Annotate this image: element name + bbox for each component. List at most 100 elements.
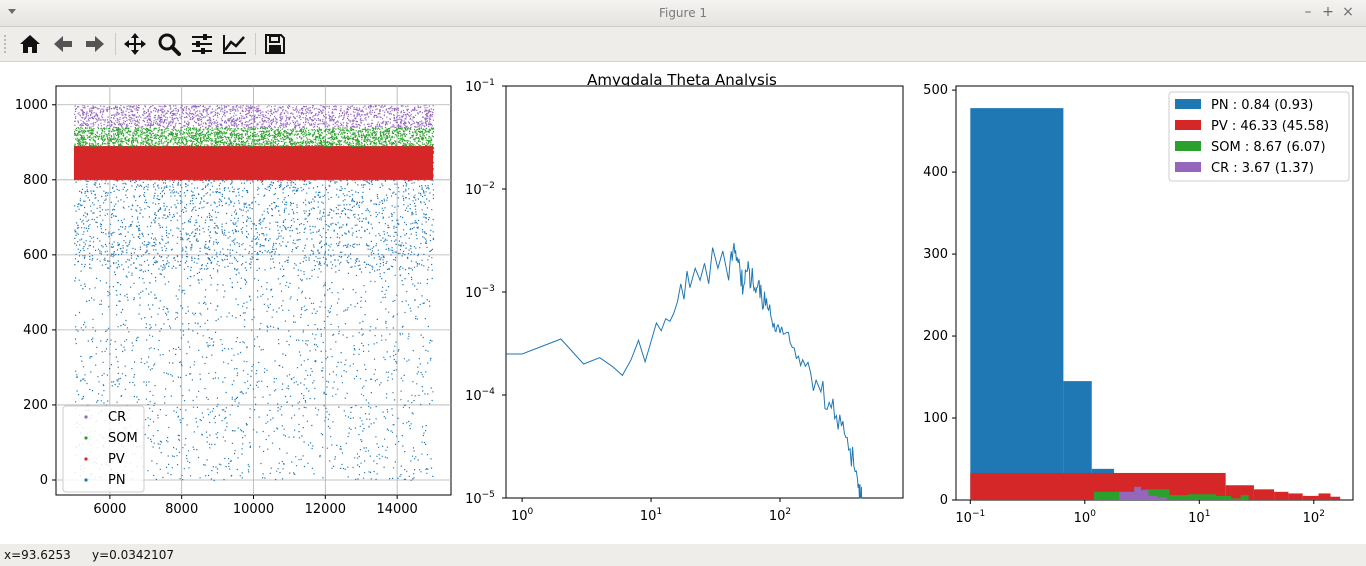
histogram-ticks: 10−1 100 101 102 0 100 200 300 400 500 <box>923 83 1325 526</box>
psd-y-tick-label: 10−1 <box>465 78 495 95</box>
status-bar: x=93.6253 y=0.0342107 <box>0 544 1366 566</box>
histogram-bar-cr <box>1119 491 1135 500</box>
raster-series-pv <box>73 146 435 181</box>
cursor-y-readout: y=0.0342107 <box>92 548 175 562</box>
figure-canvas[interactable]: Amygdala Theta Analysis 6000 8000 10000 120… <box>0 62 1366 544</box>
histogram-x-tick-label: 101 <box>1188 509 1210 526</box>
histogram-y-tick-label: 0 <box>940 493 948 508</box>
cursor-x-readout: x=93.6253 <box>4 548 71 562</box>
maximize-button[interactable]: + <box>1322 4 1334 20</box>
histogram-axes[interactable]: 10−1 100 101 102 0 100 200 300 400 500 PN : 0.84 … <box>923 83 1354 526</box>
psd-x-tick-label: 101 <box>640 507 662 524</box>
histogram-bar-pv <box>1253 489 1275 500</box>
zoom-button[interactable] <box>155 31 183 57</box>
psd-x-tick-label: 100 <box>511 507 534 524</box>
legend-marker-pv <box>84 457 88 461</box>
pan-button[interactable] <box>121 31 149 57</box>
window-title: Figure 1 <box>658 6 708 20</box>
title-bar: Figure 1 – + × <box>0 0 1366 27</box>
histogram-y-tick-label: 200 <box>923 329 948 344</box>
psd-y-tick-label: 10−4 <box>465 387 495 404</box>
histogram-bar-pv <box>1274 491 1289 500</box>
raster-ticks: 6000 8000 10000 12000 14000 0 200 400 600 800 1000 <box>15 98 418 517</box>
raster-legend-box <box>62 405 145 493</box>
histogram-bar-pv <box>1302 495 1319 500</box>
histogram-bar-pv <box>1318 493 1331 500</box>
raster-y-tick-label: 1000 <box>15 98 48 113</box>
histogram-bar-pv <box>1288 493 1303 500</box>
legend-label-pn: PN <box>108 473 126 488</box>
window-menu-icon[interactable] <box>8 9 16 14</box>
figure: Amygdala Theta Analysis 6000 8000 10000 120… <box>15 71 1354 526</box>
navigation-toolbar <box>0 27 1366 62</box>
legend-label-cr: CR <box>108 410 126 425</box>
forward-icon <box>86 36 104 52</box>
histogram-y-tick-label: 500 <box>923 83 948 98</box>
legend-marker-som <box>84 436 88 440</box>
histogram-x-tick-label: 100 <box>1074 509 1097 526</box>
psd-axes-frame <box>505 85 904 499</box>
raster-y-tick-label: 0 <box>40 473 48 488</box>
histogram-bar-som <box>1142 489 1170 500</box>
legend-label-pv: PV <box>108 452 125 467</box>
raster-x-tick-label: 12000 <box>305 502 346 517</box>
legend-swatch-pn <box>1175 99 1201 109</box>
edit-axis-button[interactable] <box>221 31 249 57</box>
edit-axis-icon <box>223 35 246 54</box>
close-button[interactable]: × <box>1342 4 1354 20</box>
histogram-x-tick-label: 10−1 <box>955 509 985 526</box>
home-icon <box>20 35 40 53</box>
histogram-x-tick-label: 102 <box>1303 509 1325 526</box>
raster-y-tick-label: 400 <box>23 323 48 338</box>
raster-series-som-points <box>74 127 435 148</box>
raster-x-tick-label: 14000 <box>376 502 417 517</box>
raster-axes[interactable]: 6000 8000 10000 12000 14000 0 200 400 600 800 1000… <box>15 85 452 517</box>
raster-y-tick-label: 600 <box>23 248 48 263</box>
psd-y-tick-label: 10−5 <box>465 490 495 507</box>
raster-x-tick-label: 8000 <box>165 502 198 517</box>
raster-y-tick-label: 800 <box>23 173 48 188</box>
psd-axes[interactable]: 100 101 102 10−1 10−2 10−3 10−4 10−5 <box>465 78 904 524</box>
histogram-bar-pv <box>1330 496 1341 500</box>
histogram-bar-som <box>1188 494 1217 500</box>
raster-points <box>73 104 435 482</box>
raster-x-tick-label: 10000 <box>233 502 274 517</box>
legend-label-som: SOM <box>108 431 138 446</box>
pan-icon <box>124 33 146 55</box>
legend-label-cr-stats: CR : 3.67 (1.37) <box>1211 161 1314 176</box>
psd-y-tick-label: 10−2 <box>465 181 495 198</box>
home-button[interactable] <box>16 31 44 57</box>
histogram-bar-som <box>1169 495 1189 500</box>
histogram-y-tick-label: 400 <box>923 165 948 180</box>
raster-legend: CR SOM PV PN <box>62 405 145 493</box>
histogram-bar-som <box>1231 498 1241 500</box>
histogram-bar-som <box>1093 491 1125 500</box>
histogram-bar-cr <box>1134 486 1142 500</box>
histogram-bar-som <box>1240 495 1249 500</box>
psd-y-tick-label: 10−3 <box>465 284 495 301</box>
forward-button[interactable] <box>81 31 109 57</box>
psd-x-tick-label: 102 <box>769 507 791 524</box>
save-button[interactable] <box>261 31 289 57</box>
histogram-bars <box>970 108 1341 501</box>
raster-series-cr <box>74 104 434 129</box>
raster-y-tick-label: 200 <box>23 398 48 413</box>
legend-swatch-cr <box>1175 162 1201 172</box>
legend-label-pn-stats: PN : 0.84 (0.93) <box>1211 98 1313 113</box>
psd-series-line <box>506 242 863 499</box>
toolbar-separator <box>115 33 116 55</box>
legend-label-som-stats: SOM : 8.67 (6.07) <box>1211 140 1326 155</box>
histogram-y-tick-label: 300 <box>923 247 948 262</box>
histogram-bar-som <box>1216 495 1232 500</box>
minimize-button[interactable]: – <box>1304 4 1312 20</box>
back-icon <box>54 36 72 52</box>
raster-x-tick-label: 6000 <box>93 502 126 517</box>
configure-subplots-button[interactable] <box>188 31 216 57</box>
raster-series-pv-points <box>74 146 435 181</box>
back-button[interactable] <box>49 31 77 57</box>
histogram-bar-pn <box>970 108 1064 501</box>
psd-ticks: 100 101 102 10−1 10−2 10−3 10−4 10−5 <box>465 78 791 524</box>
legend-swatch-pv <box>1175 120 1201 130</box>
legend-swatch-som <box>1175 141 1201 151</box>
raster-series-cr-points <box>74 104 434 129</box>
